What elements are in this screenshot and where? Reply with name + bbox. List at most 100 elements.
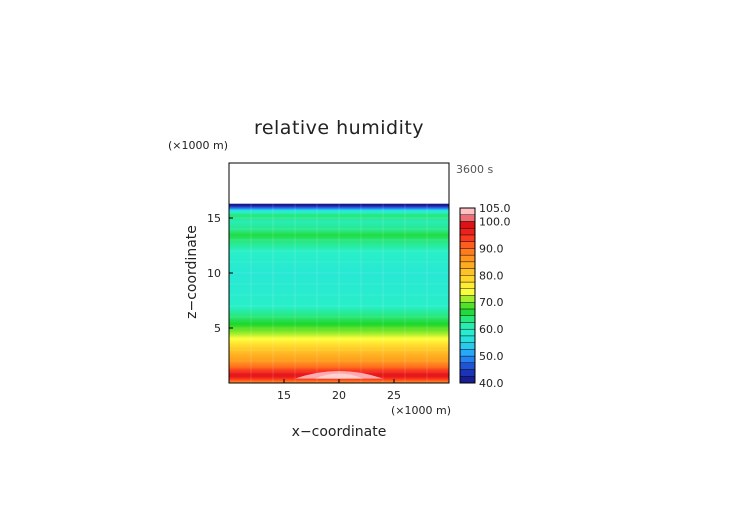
humidity-band bbox=[229, 274, 449, 276]
humidity-band bbox=[229, 230, 449, 232]
colorbar-segment bbox=[459, 261, 476, 269]
humidity-band bbox=[229, 333, 449, 336]
humidity-band bbox=[229, 362, 449, 364]
humidity-band bbox=[229, 225, 449, 228]
humidity-band bbox=[229, 352, 449, 354]
humidity-band bbox=[229, 313, 449, 316]
humidity-band bbox=[229, 287, 449, 289]
humidity-band bbox=[229, 253, 449, 255]
humidity-band bbox=[229, 329, 449, 331]
humidity-band bbox=[229, 339, 449, 341]
humidity-band bbox=[229, 282, 449, 285]
humidity-band bbox=[229, 263, 449, 265]
colorbar-segment bbox=[459, 221, 476, 229]
colorbar-label: 105.0 bbox=[479, 202, 511, 215]
humidity-band bbox=[229, 229, 449, 231]
humidity-band bbox=[229, 252, 449, 254]
humidity-band bbox=[229, 334, 449, 337]
humidity-band bbox=[229, 308, 449, 310]
humidity-band bbox=[229, 279, 449, 282]
humidity-band bbox=[229, 354, 449, 357]
colorbar-segment bbox=[459, 241, 476, 249]
colorbar-label: 90.0 bbox=[479, 242, 504, 255]
humidity-band bbox=[229, 262, 449, 264]
humidity-band bbox=[229, 323, 449, 326]
humidity-band bbox=[229, 301, 449, 304]
humidity-band bbox=[229, 367, 449, 370]
humidity-band bbox=[229, 355, 449, 358]
humidity-band bbox=[229, 325, 449, 328]
cloud-feature bbox=[295, 371, 383, 379]
humidity-band bbox=[229, 351, 449, 353]
x-axis: 15 20 25 bbox=[277, 379, 401, 402]
humidity-band bbox=[229, 240, 449, 242]
humidity-band bbox=[229, 286, 449, 288]
humidity-band bbox=[229, 306, 449, 308]
humidity-band bbox=[229, 356, 449, 359]
humidity-band bbox=[229, 295, 449, 297]
colorbar-segment bbox=[459, 308, 476, 316]
humidity-band bbox=[229, 205, 449, 208]
colorbar-segment bbox=[459, 335, 476, 343]
humidity-band bbox=[229, 222, 449, 225]
humidity-band bbox=[229, 310, 449, 313]
humidity-band bbox=[229, 321, 449, 324]
y-axis-label: z−coordinate bbox=[184, 225, 200, 319]
colorbar-label: 80.0 bbox=[479, 269, 504, 282]
humidity-band bbox=[229, 312, 449, 315]
humidity-band bbox=[229, 273, 449, 275]
humidity-band bbox=[229, 216, 449, 219]
humidity-band bbox=[229, 366, 449, 369]
humidity-band bbox=[229, 300, 449, 303]
colorbar bbox=[459, 207, 476, 384]
humidity-band bbox=[229, 203, 449, 206]
humidity-band bbox=[229, 204, 449, 207]
humidity-band bbox=[229, 247, 449, 250]
humidity-band bbox=[229, 284, 449, 286]
humidity-band bbox=[229, 337, 449, 340]
humidity-band bbox=[229, 223, 449, 226]
humidity-band bbox=[229, 241, 449, 243]
humidity-band bbox=[229, 290, 449, 293]
humidity-band bbox=[229, 260, 449, 263]
humidity-band bbox=[229, 243, 449, 245]
y-axis: 5 10 15 bbox=[207, 212, 233, 335]
humidity-band bbox=[229, 304, 449, 307]
humidity-band bbox=[229, 246, 449, 249]
humidity-band bbox=[229, 298, 449, 300]
humidity-band bbox=[229, 270, 449, 273]
x-unit-label: (×1000 m) bbox=[391, 404, 451, 417]
humidity-band bbox=[229, 318, 449, 320]
humidity-band bbox=[229, 219, 449, 221]
humidity-band bbox=[229, 369, 449, 372]
humidity-band bbox=[229, 264, 449, 266]
humidity-band bbox=[229, 226, 449, 229]
humidity-band bbox=[229, 232, 449, 234]
humidity-band bbox=[229, 335, 449, 338]
colorbar-label: 100.0 bbox=[479, 215, 511, 228]
y-tick-label: 10 bbox=[207, 267, 221, 280]
humidity-band bbox=[229, 348, 449, 351]
humidity-band bbox=[229, 265, 449, 267]
humidity-band bbox=[229, 289, 449, 292]
humidity-band bbox=[229, 278, 449, 281]
humidity-band bbox=[229, 218, 449, 220]
colorbar-segment bbox=[459, 248, 476, 256]
humidity-band bbox=[229, 267, 449, 270]
humidity-band bbox=[229, 256, 449, 259]
colorbar-segment bbox=[459, 234, 476, 242]
colorbar-segment bbox=[459, 349, 476, 357]
colorbar-frame bbox=[459, 207, 476, 384]
colorbar-segment bbox=[459, 315, 476, 323]
humidity-band bbox=[229, 328, 449, 330]
humidity-band bbox=[229, 343, 449, 346]
humidity-band bbox=[229, 227, 449, 230]
humidity-band bbox=[229, 254, 449, 256]
colorbar-segment bbox=[459, 362, 476, 370]
humidity-band bbox=[229, 315, 449, 318]
humidity-band bbox=[229, 314, 449, 317]
humidity-band bbox=[229, 350, 449, 352]
humidity-band bbox=[229, 277, 449, 280]
humidity-band bbox=[229, 258, 449, 261]
humidity-band bbox=[229, 235, 449, 238]
